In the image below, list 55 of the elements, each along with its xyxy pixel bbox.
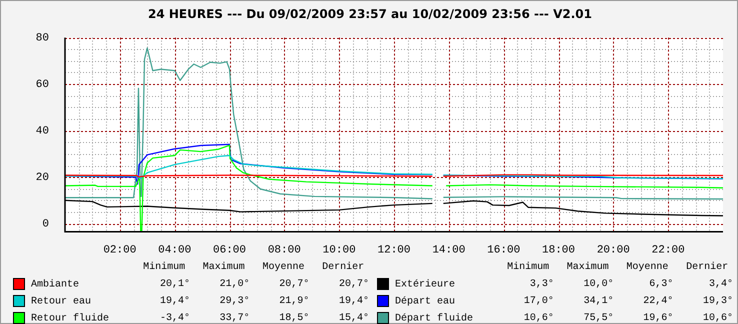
- text: -3,4°: [158, 312, 191, 324]
- y-tick-label: 80: [36, 32, 49, 45]
- x-tick-label: 06:00: [212, 244, 246, 256]
- x-tick-label: 14:00: [432, 244, 466, 256]
- text: 6,3°: [648, 278, 674, 292]
- legend-label: Ambiante: [30, 278, 80, 293]
- x-tick-label: 20:00: [596, 244, 630, 256]
- x-tick-label: 04:00: [158, 244, 192, 256]
- text: 19,6°: [642, 312, 674, 324]
- text: 10,6°: [522, 312, 555, 324]
- y-tick-label: 60: [36, 79, 49, 92]
- text: 10,6°: [702, 312, 734, 324]
- text: Minimum: [142, 260, 186, 275]
- legend-label: Départ eau: [394, 295, 456, 310]
- text: 10,0°: [582, 278, 615, 292]
- text: 19,4°: [338, 295, 370, 309]
- text: 17,0°: [522, 295, 555, 309]
- text: 18,5°: [278, 312, 310, 324]
- text: Dernier: [321, 260, 366, 275]
- text: Moyenne: [626, 262, 668, 273]
- text: 21,0°: [218, 278, 251, 292]
- text: 22,4°: [642, 295, 674, 309]
- legend-label: Extérieure: [394, 278, 456, 293]
- legend-label: Départ fluide: [394, 312, 474, 324]
- x-tick-label: 22:00: [652, 244, 685, 256]
- text: Maximum: [202, 260, 246, 275]
- y-tick-label: 40: [36, 126, 49, 138]
- text: 21,9°: [278, 295, 310, 309]
- text: 33,7°: [218, 312, 251, 324]
- x-tick-label: 12:00: [377, 244, 411, 256]
- x-tick-label: 10:00: [322, 244, 356, 256]
- text: Maximum: [566, 262, 609, 273]
- x-tick-label: 02:00: [103, 244, 136, 256]
- text: 3,3°: [528, 278, 555, 292]
- text: 20,7°: [338, 278, 370, 292]
- y-tick-label: 0: [42, 218, 49, 231]
- legend-label: Retour fluide: [30, 312, 110, 324]
- x-tick-label: 08:00: [268, 244, 301, 256]
- text: Dernier: [686, 262, 728, 273]
- text: 20,1°: [158, 278, 191, 292]
- text: Moyenne: [261, 261, 306, 275]
- legend-label: Retour eau: [30, 296, 92, 310]
- chart-title: 24 HEURES --- Du 09/02/2009 23:57 au 10/02/2009 23:56 --- V2.01: [147, 7, 593, 21]
- text: 75,5°: [582, 312, 615, 324]
- text: 20,7°: [278, 278, 310, 292]
- y-tick-label: 20: [36, 172, 49, 184]
- text: Minimum: [507, 262, 550, 273]
- text: 15,4°: [338, 312, 370, 324]
- text: 19,4°: [158, 295, 191, 309]
- x-tick-label: 18:00: [542, 244, 576, 256]
- x-tick-label: 16:00: [487, 244, 520, 256]
- text: 34,1°: [582, 295, 615, 309]
- text: 19,3°: [702, 295, 734, 309]
- text: 29,3°: [218, 295, 251, 309]
- text: 3,4°: [708, 278, 734, 292]
